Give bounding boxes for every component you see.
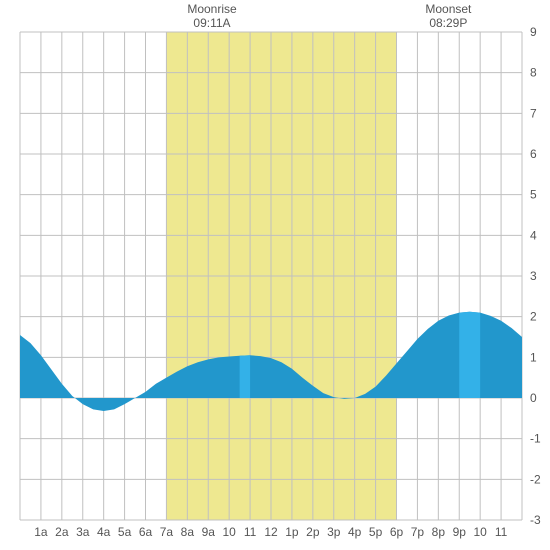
svg-text:4p: 4p (348, 525, 362, 539)
svg-text:10: 10 (473, 525, 487, 539)
svg-text:1: 1 (530, 350, 537, 364)
label-title: Moonset (425, 2, 471, 16)
svg-text:6p: 6p (390, 525, 404, 539)
svg-text:2p: 2p (306, 525, 320, 539)
svg-text:3p: 3p (327, 525, 341, 539)
svg-text:3a: 3a (76, 525, 90, 539)
svg-text:2: 2 (530, 310, 537, 324)
svg-text:9a: 9a (202, 525, 216, 539)
svg-text:1a: 1a (34, 525, 48, 539)
svg-text:8a: 8a (181, 525, 195, 539)
tide-chart: -3-2-101234567891a2a3a4a5a6a7a8a9a101112… (0, 0, 550, 550)
svg-text:6: 6 (530, 147, 537, 161)
svg-text:3: 3 (530, 269, 537, 283)
svg-text:7a: 7a (160, 525, 174, 539)
svg-text:6a: 6a (139, 525, 153, 539)
svg-text:7: 7 (530, 106, 537, 120)
svg-text:11: 11 (495, 525, 508, 539)
svg-text:9: 9 (530, 25, 537, 39)
svg-text:5: 5 (530, 188, 537, 202)
svg-text:8: 8 (530, 66, 537, 80)
svg-text:10: 10 (222, 525, 236, 539)
svg-text:4: 4 (530, 228, 537, 242)
svg-text:0: 0 (530, 391, 537, 405)
svg-text:12: 12 (264, 525, 278, 539)
svg-text:4a: 4a (97, 525, 111, 539)
svg-text:7p: 7p (411, 525, 425, 539)
label-title: Moonrise (187, 2, 236, 16)
svg-text:1p: 1p (285, 525, 299, 539)
svg-text:-2: -2 (530, 472, 541, 486)
svg-text:-3: -3 (530, 513, 541, 527)
svg-text:2a: 2a (55, 525, 69, 539)
svg-text:-1: -1 (530, 432, 541, 446)
svg-text:5a: 5a (118, 525, 132, 539)
svg-text:9p: 9p (453, 525, 467, 539)
moonrise-label: Moonrise09:11A (187, 2, 236, 31)
label-time: 09:11A (187, 16, 236, 30)
moonset-label: Moonset08:29P (425, 2, 471, 31)
svg-text:8p: 8p (432, 525, 446, 539)
svg-text:11: 11 (244, 525, 257, 539)
label-time: 08:29P (425, 16, 471, 30)
svg-text:5p: 5p (369, 525, 383, 539)
chart-svg: -3-2-101234567891a2a3a4a5a6a7a8a9a101112… (0, 0, 550, 550)
